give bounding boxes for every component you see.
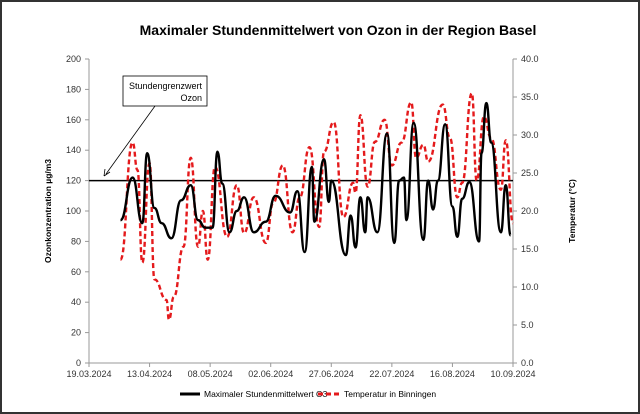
y2-tick-label: 35.0 [521,92,539,102]
y2-tick-label: 10.0 [521,282,539,292]
series-line-temperature [119,92,515,321]
annotation-line1: Stundengrenzwert [129,81,203,91]
y2-tick-label: 5.0 [521,320,534,330]
y-tick-label: 120 [66,176,81,186]
y2-tick-label: 15.0 [521,244,539,254]
y-tick-label: 160 [66,115,81,125]
chart-title: Maximaler Stundenmittelwert von Ozon in … [140,22,537,38]
y2-tick-label: 40.0 [521,54,539,64]
legend: Maximaler Stundenmittelwert O3 Temperatu… [180,389,436,399]
y-tick-label: 80 [71,236,81,246]
x-tick-label: 19.03.2024 [66,369,111,379]
x-tick-label: 08.05.2024 [188,369,233,379]
y-tick-label: 20 [71,328,81,338]
y2-tick-label: 0.0 [521,358,534,368]
annotation-arrow [105,105,156,175]
y-tick-label: 100 [66,206,81,216]
y2-axis-label: Temperatur (°C) [567,179,577,243]
y2-tick-label: 30.0 [521,130,539,140]
legend-label-ozone: Maximaler Stundenmittelwert O3 [204,389,328,399]
legend-label-temperature: Temperatur in Binningen [344,389,436,399]
y2-tick-label: 20.0 [521,206,539,216]
y2-tick-label: 25.0 [521,168,539,178]
series-group [119,92,515,321]
y-axis-label: Ozonkonzentration µg/m3 [43,159,53,263]
arrow-head-icon [103,168,111,177]
x-tick-label: 22.07.2024 [369,369,414,379]
x-tick-label: 02.06.2024 [248,369,293,379]
y-tick-label: 40 [71,297,81,307]
y-tick-label: 0 [76,358,81,368]
tick-labels: 0 20 40 60 80 100 120 140 160 180 200 0.0 5.0 10.0 15.… [66,54,539,379]
x-tick-label: 27.06.2024 [309,369,354,379]
x-tick-label: 13.04.2024 [127,369,172,379]
x-tick-label: 10.09.2024 [490,369,535,379]
y-tick-label: 180 [66,84,81,94]
y-tick-label: 140 [66,145,81,155]
y-tick-label: 200 [66,54,81,64]
series-line-ozone [119,101,512,257]
y-tick-label: 60 [71,267,81,277]
annotation-box [122,75,208,107]
axes [85,58,517,367]
threshold-annotation: Stundengrenzwert Ozon [103,75,208,177]
annotation-line2: Ozon [180,93,202,103]
x-tick-label: 16.08.2024 [430,369,475,379]
